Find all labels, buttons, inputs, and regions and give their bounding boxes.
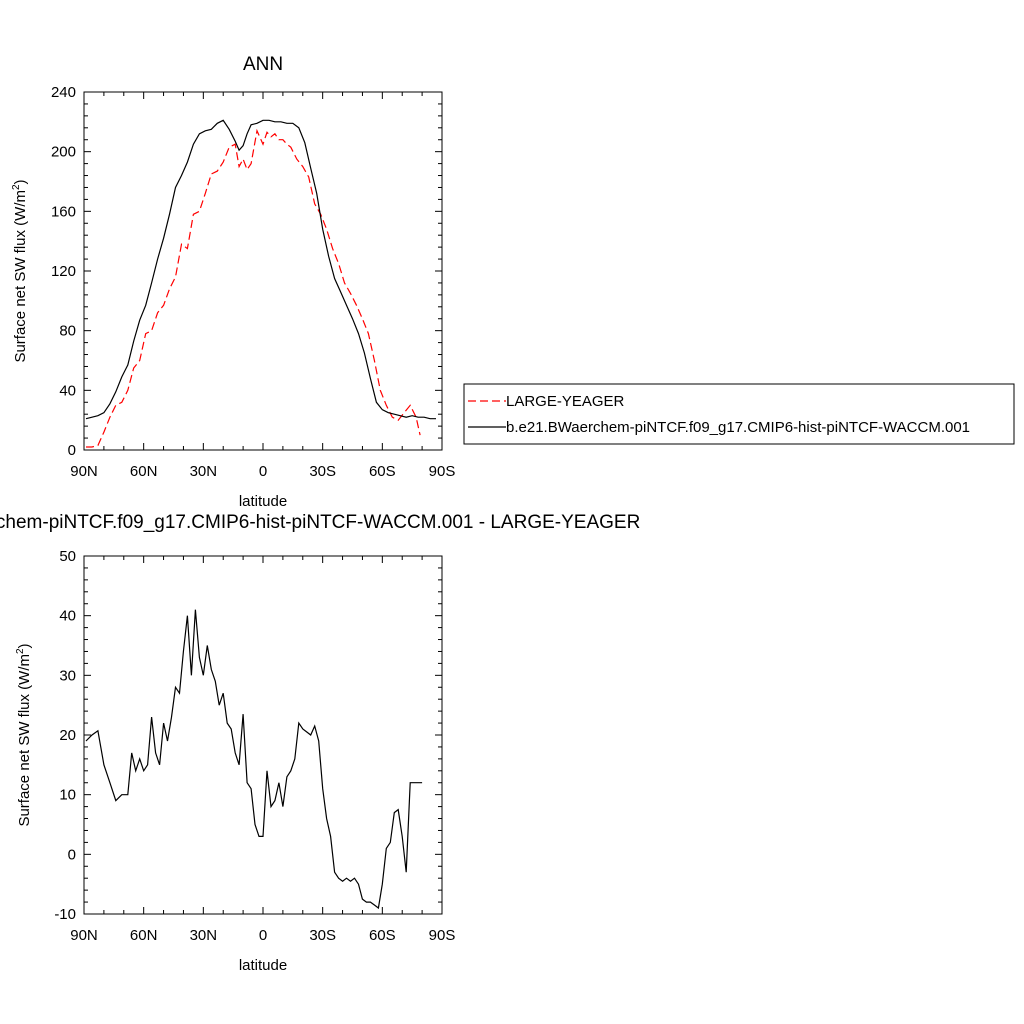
y-tick-label: 0 [68,846,76,863]
x-tick-label: 90S [429,463,456,480]
top-panel-title: ANN [243,54,283,75]
bottom-panel-tick-labels: 90N 60N 30N 0 30S 60S 90S -10 0 10 20 30 40 50 [54,548,455,944]
legend: LARGE-YEAGER b.e21.BWaerchem-piNTCF.f09_… [463,383,1015,445]
bottom-panel-ylabel-sup: 2 [15,648,26,654]
series-line-difference [85,609,423,910]
y-tick-label: 50 [59,548,76,565]
x-tick-label: 60N [130,927,158,944]
x-tick-label: 30N [190,463,218,480]
top-panel-xlabel: latitude [239,493,287,510]
top-panel-ylabel-tail: ) [12,179,29,184]
top-panel-series [85,119,436,448]
top-panel-ylabel-sup: 2 [11,184,22,190]
top-panel-ylabel: Surface net SW flux (W/m2) [11,179,29,362]
x-tick-label: 90S [429,927,456,944]
bottom-panel-series [85,609,423,910]
legend-box [463,383,1015,445]
x-tick-label: 30S [309,463,336,480]
bottom-panel-frame [83,555,443,915]
x-tick-label: 90N [70,463,98,480]
top-panel-ticks [83,91,443,451]
top-panel: ANN 90N 60N 30N 0 30S 60S 90S 0 40 80 120 160 200 240… [11,54,1015,510]
top-panel-frame [83,91,443,451]
x-tick-label: 30N [190,927,218,944]
bottom-panel-ylabel: Surface net SW flux (W/m2) [15,643,33,826]
series-line-b-e21-bwaerchem-pintcf-f09-g17 [85,119,436,420]
legend-label-large-yeager: LARGE-YEAGER [506,393,625,410]
x-tick-label: 0 [259,927,267,944]
series-line-large-yeager [86,128,421,448]
bottom-panel: b.e21.BWaerchem-piNTCF.f09_g17.CMIP6-his… [0,512,640,974]
x-tick-label: 60N [130,463,158,480]
y-tick-label: 40 [59,608,76,625]
top-panel-tick-labels: 90N 60N 30N 0 30S 60S 90S 0 40 80 120 160 200 240 [51,84,455,480]
y-tick-label: 160 [51,203,76,220]
legend-label-waccm: b.e21.BWaerchem-piNTCF.f09_g17.CMIP6-his… [506,419,970,436]
bottom-panel-title: b.e21.BWaerchem-piNTCF.f09_g17.CMIP6-his… [0,512,640,533]
bottom-panel-ylabel-main: Surface net SW flux (W/m [16,654,33,827]
bottom-panel-ylabel-tail: ) [16,643,33,648]
x-tick-label: 60S [369,927,396,944]
y-tick-label: 200 [51,144,76,161]
top-panel-ylabel-main: Surface net SW flux (W/m [12,190,29,363]
y-tick-label: 0 [68,442,76,459]
y-tick-label: 40 [59,382,76,399]
y-tick-label: 20 [59,727,76,744]
x-tick-label: 30S [309,927,336,944]
y-tick-label: -10 [54,906,76,923]
bottom-panel-ticks [83,555,443,915]
y-tick-label: 120 [51,263,76,280]
y-tick-label: 80 [59,323,76,340]
y-tick-label: 30 [59,667,76,684]
x-tick-label: 90N [70,927,98,944]
bottom-panel-xlabel: latitude [239,957,287,974]
y-tick-label: 10 [59,787,76,804]
x-tick-label: 0 [259,463,267,480]
y-tick-label: 240 [51,84,76,101]
x-tick-label: 60S [369,463,396,480]
